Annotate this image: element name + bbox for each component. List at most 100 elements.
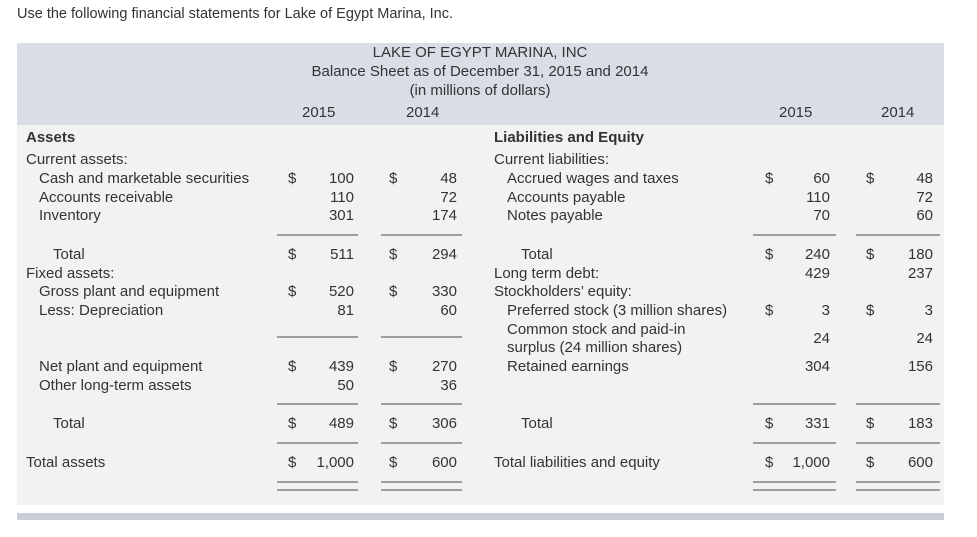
total-current-assets-label: Total — [53, 246, 85, 263]
current-assets-heading: Current assets: — [26, 151, 128, 168]
double-rule — [277, 489, 358, 491]
total-liabilities-equity-2014: 600 — [907, 454, 933, 471]
rule — [277, 442, 358, 444]
accrued-wages-label: Accrued wages and taxes — [507, 170, 679, 187]
currency-symbol: $ — [765, 170, 774, 187]
common-stock-label-line1: Common stock and paid-in — [507, 321, 686, 338]
year-2015-liabilities: 2015 — [779, 104, 813, 121]
double-rule — [277, 481, 358, 483]
double-rule — [856, 481, 940, 483]
currency-symbol: $ — [288, 358, 297, 375]
gross-plant-2015: 520 — [328, 283, 354, 300]
year-2014-assets: 2014 — [406, 104, 440, 121]
retained-earnings-label: Retained earnings — [507, 358, 629, 375]
long-term-debt-2015: 429 — [804, 265, 830, 282]
long-term-debt-2014: 237 — [907, 265, 933, 282]
cash-label: Cash and marketable securities — [39, 170, 250, 187]
net-plant-2014: 270 — [431, 358, 457, 375]
assets-heading: Assets — [26, 129, 76, 146]
double-rule — [753, 481, 836, 483]
accounts-payable-2014: 72 — [916, 189, 933, 206]
rule — [277, 403, 358, 405]
currency-symbol: $ — [288, 454, 297, 471]
depreciation-2015: 81 — [337, 302, 354, 319]
accounts-payable-label: Accounts payable — [507, 189, 626, 206]
net-plant-label: Net plant and equipment — [39, 358, 203, 375]
ar-2015: 110 — [330, 189, 354, 206]
currency-symbol: $ — [389, 415, 398, 432]
other-lt-assets-label: Other long-term assets — [39, 377, 192, 394]
currency-symbol: $ — [389, 246, 398, 263]
company-name: LAKE OF EGYPT MARINA, INC — [372, 44, 588, 61]
intro-text: Use the following financial statements f… — [17, 6, 454, 22]
rule — [381, 442, 462, 444]
currency-symbol: $ — [765, 454, 774, 471]
statement-header — [17, 43, 944, 125]
double-rule — [856, 489, 940, 491]
total-equity-2014: 183 — [907, 415, 933, 432]
currency-symbol: $ — [288, 415, 297, 432]
notes-payable-label: Notes payable — [507, 207, 603, 224]
total-current-assets-2015: 511 — [330, 246, 354, 263]
rule — [753, 442, 836, 444]
rule — [381, 336, 462, 338]
currency-symbol: $ — [389, 454, 398, 471]
fixed-assets-heading: Fixed assets: — [26, 265, 115, 282]
currency-symbol: $ — [288, 283, 297, 300]
other-lt-assets-2014: 36 — [440, 377, 457, 394]
rule — [753, 403, 836, 405]
currency-symbol: $ — [765, 415, 774, 432]
inventory-2015: 301 — [328, 207, 354, 224]
year-2015-assets: 2015 — [302, 104, 336, 121]
notes-payable-2014: 60 — [916, 207, 933, 224]
retained-earnings-2014: 156 — [907, 358, 933, 375]
common-stock-2014: 24 — [916, 330, 933, 347]
current-liabilities-heading: Current liabilities: — [494, 151, 610, 168]
accrued-wages-2015: 60 — [813, 170, 830, 187]
total-equity-2015: 331 — [804, 415, 830, 432]
currency-symbol: $ — [866, 246, 875, 263]
total-current-assets-2014: 294 — [431, 246, 457, 263]
ar-2014: 72 — [440, 189, 457, 206]
other-lt-assets-2015: 50 — [337, 377, 354, 394]
rule — [381, 234, 462, 236]
notes-payable-2015: 70 — [813, 207, 830, 224]
cash-2015: 100 — [328, 170, 354, 187]
rule — [381, 403, 462, 405]
common-stock-label-line2: surplus (24 million shares) — [507, 339, 683, 356]
currency-symbol: $ — [389, 358, 398, 375]
year-2014-liabilities: 2014 — [881, 104, 915, 121]
retained-earnings-2015: 304 — [804, 358, 830, 375]
preferred-stock-2015: 3 — [821, 302, 830, 319]
double-rule — [381, 481, 462, 483]
accounts-payable-2015: 110 — [806, 189, 830, 206]
preferred-stock-label: Preferred stock (3 million shares) — [507, 302, 728, 319]
currency-symbol: $ — [866, 415, 875, 432]
rule — [277, 234, 358, 236]
currency-symbol: $ — [866, 454, 875, 471]
long-term-debt-label: Long term debt: — [494, 265, 600, 282]
depreciation-2014: 60 — [440, 302, 457, 319]
gross-plant-2014: 330 — [431, 283, 457, 300]
rule — [856, 234, 940, 236]
statement-title: Balance Sheet as of December 31, 2015 an… — [311, 63, 649, 80]
currency-symbol: $ — [288, 170, 297, 187]
total-current-liabilities-label: Total — [521, 246, 553, 263]
double-rule — [381, 489, 462, 491]
accrued-wages-2014: 48 — [916, 170, 933, 187]
currency-symbol: $ — [765, 246, 774, 263]
total-equity-label: Total — [521, 415, 553, 432]
rule — [277, 336, 358, 338]
inventory-label: Inventory — [39, 207, 101, 224]
currency-symbol: $ — [765, 302, 774, 319]
rule — [856, 403, 940, 405]
currency-symbol: $ — [389, 170, 398, 187]
stockholders-equity-heading: Stockholders’ equity: — [494, 283, 632, 300]
statement-units: (in millions of dollars) — [409, 82, 551, 99]
total-current-liabilities-2014: 180 — [907, 246, 933, 263]
depreciation-label: Less: Depreciation — [39, 302, 164, 319]
currency-symbol: $ — [866, 170, 875, 187]
total-liabilities-equity-2015: 1,000 — [792, 454, 830, 471]
total-assets-label: Total assets — [26, 454, 106, 471]
total-fixed-assets-label: Total — [53, 415, 85, 432]
